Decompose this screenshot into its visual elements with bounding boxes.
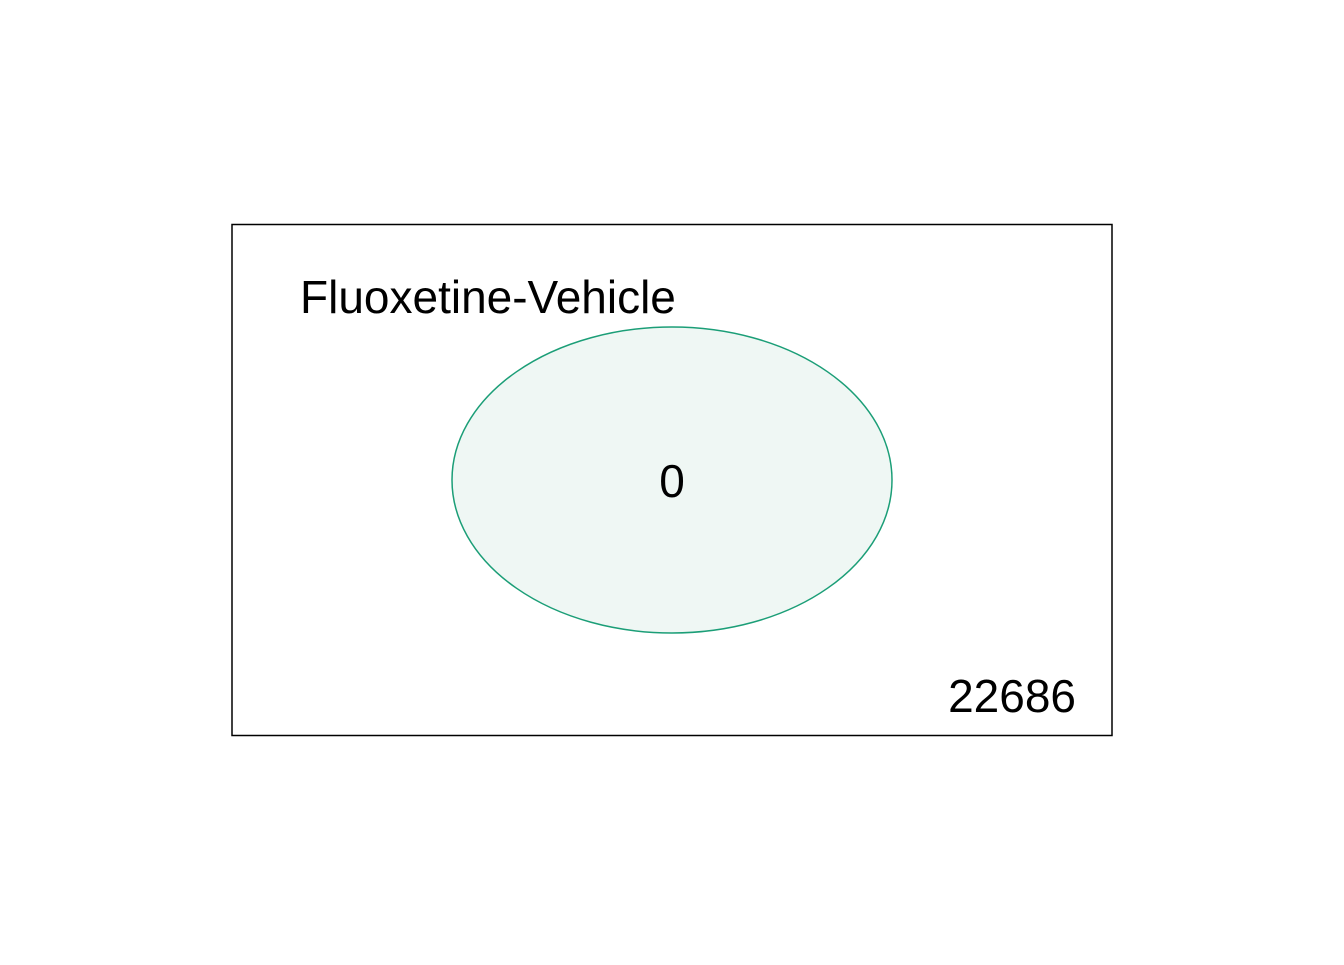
set-ellipse-fluoxetine-vehicle — [451, 326, 893, 634]
outside-count: 22686 — [948, 670, 1076, 722]
set-label: Fluoxetine-Vehicle — [300, 271, 676, 323]
inside-count: 0 — [659, 455, 685, 507]
